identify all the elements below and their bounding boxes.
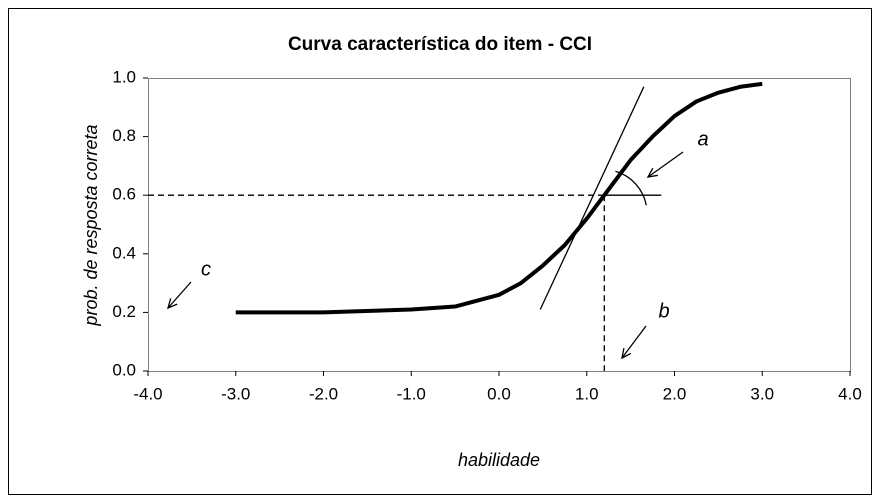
y-tick-label: 1.0 <box>112 67 136 86</box>
x-tick-label: 2.0 <box>663 384 687 403</box>
y-axis-label: prob. de resposta correta <box>81 124 101 326</box>
y-tick-label: 0.2 <box>112 302 136 321</box>
x-tick-label: 4.0 <box>838 384 862 403</box>
x-tick-label: -2.0 <box>309 384 338 403</box>
x-tick-label: -3.0 <box>221 384 250 403</box>
chart-frame <box>8 8 872 495</box>
y-tick-label: 0.8 <box>112 126 136 145</box>
y-tick-label: 0.0 <box>112 360 136 379</box>
tangent-line <box>539 86 645 310</box>
arrow-head <box>167 298 178 310</box>
chart-title: Curva característica do item - CCI <box>288 34 592 55</box>
x-tick-label: -4.0 <box>133 384 162 403</box>
curve <box>235 81 763 315</box>
x-tick-label: 3.0 <box>750 384 774 403</box>
y-tick-label: 0.4 <box>112 243 136 262</box>
y-tick-label: 0.6 <box>112 185 136 204</box>
x-axis-label: habilidade <box>458 450 540 470</box>
annotation-label: a <box>697 128 708 150</box>
annotation-label: b <box>658 300 669 322</box>
annotation-arrow <box>621 325 647 359</box>
annotation-arrow <box>167 281 192 309</box>
arrow-head <box>646 167 658 178</box>
x-tick-label: 1.0 <box>575 384 599 403</box>
x-tick-label: 0.0 <box>487 384 511 403</box>
x-tick-label: -1.0 <box>397 384 426 403</box>
annotation-arrow <box>647 151 684 178</box>
annotation-label: c <box>201 258 211 280</box>
arrow-head <box>621 348 632 360</box>
